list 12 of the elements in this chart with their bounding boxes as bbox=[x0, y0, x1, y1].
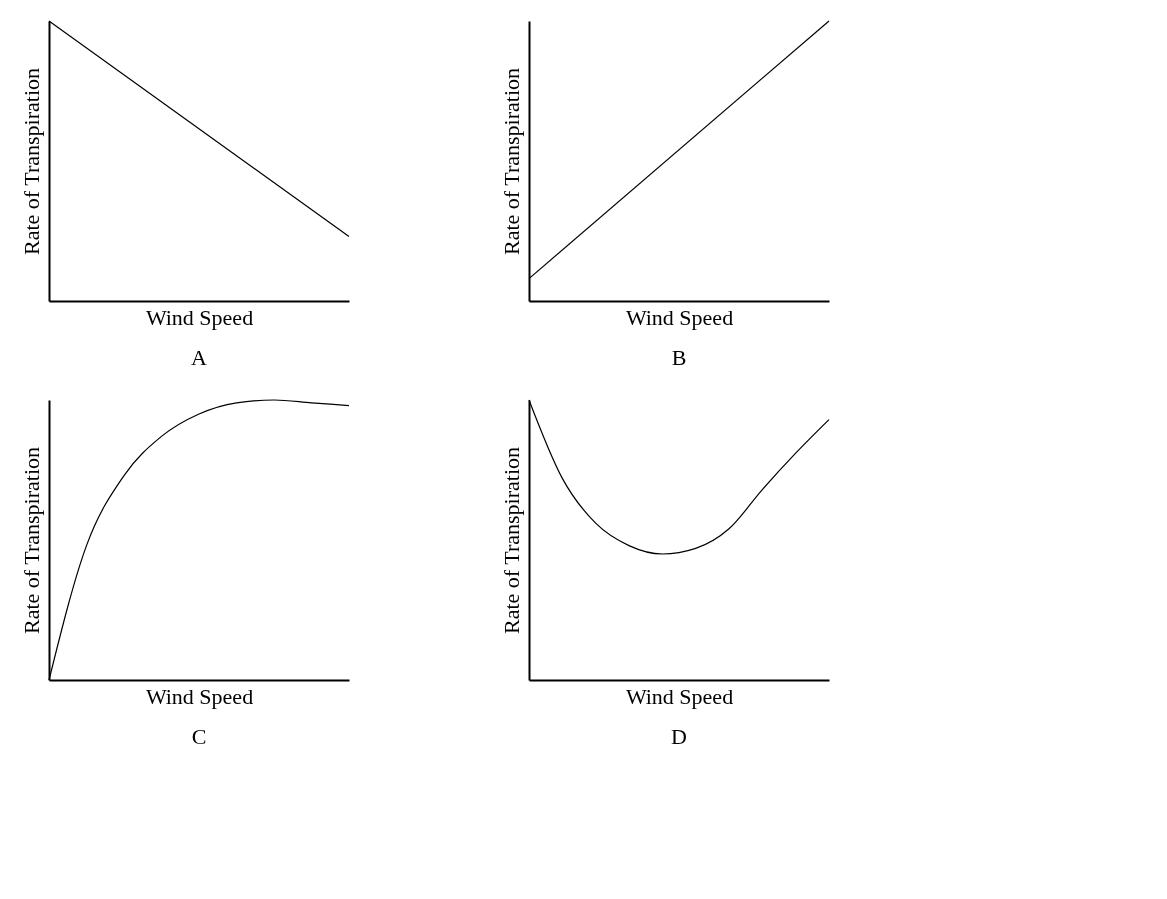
y-axis-title: Rate of Transpiration bbox=[18, 447, 44, 634]
text: C bbox=[191, 724, 207, 749]
y-axis-title: Rate of Transpiration bbox=[18, 68, 44, 255]
text: D bbox=[671, 724, 687, 749]
text: A bbox=[191, 345, 208, 370]
y-axis-title: Rate of Transpiration bbox=[498, 68, 524, 255]
x-axis-title: Wind Speed bbox=[625, 304, 734, 330]
text: B bbox=[671, 345, 687, 370]
x-axis-title: Wind Speed bbox=[625, 683, 734, 709]
y-axis-title: Rate of Transpiration bbox=[498, 447, 524, 634]
x-axis-title: Wind Speed bbox=[145, 683, 254, 709]
x-axis-title: Wind Speed bbox=[145, 304, 254, 330]
